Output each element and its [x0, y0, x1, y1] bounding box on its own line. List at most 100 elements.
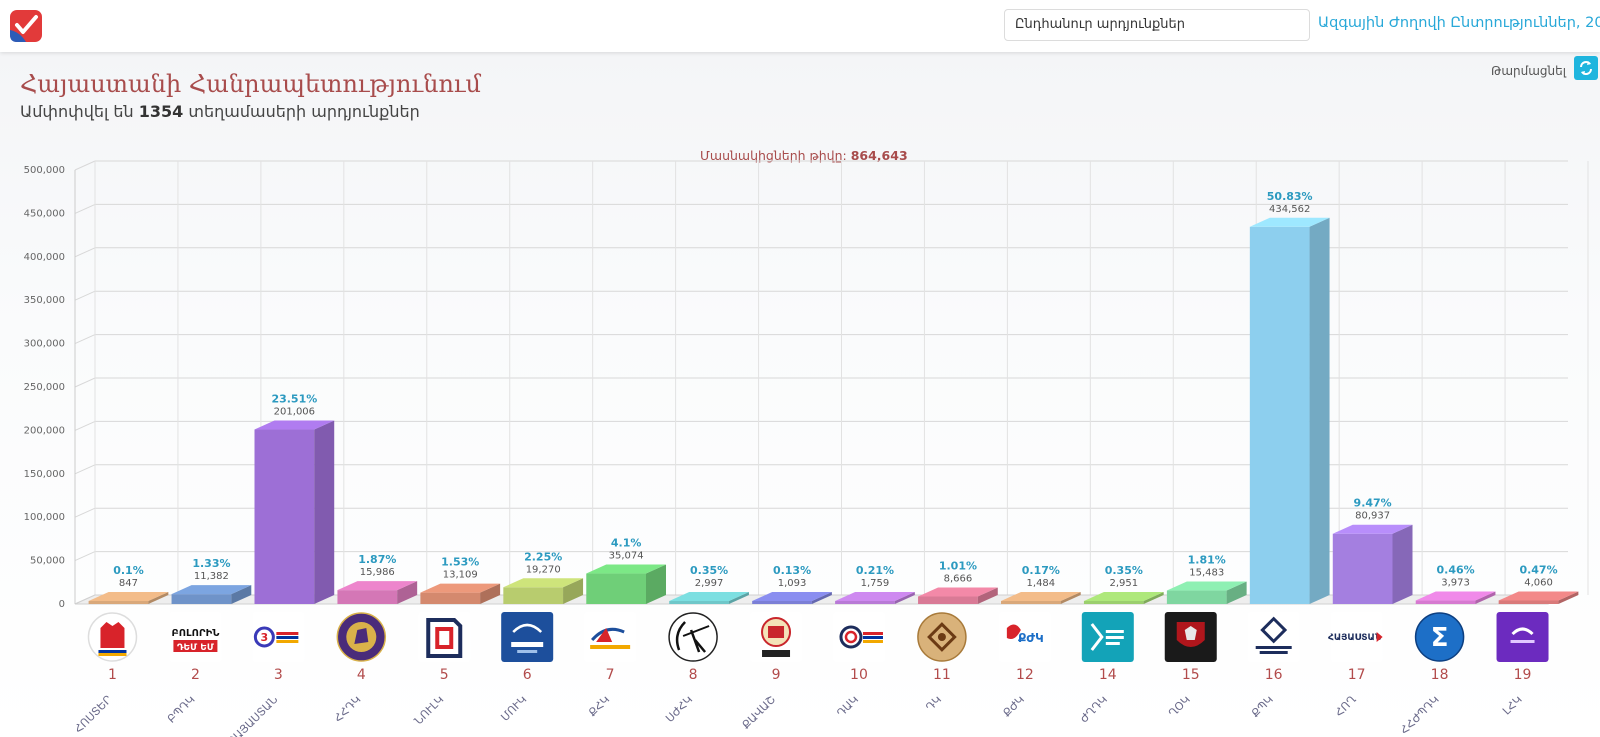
- party-abbr: ՂՕԿ: [1166, 693, 1193, 720]
- bar-top: [1249, 217, 1330, 227]
- bar-top: [337, 581, 418, 591]
- bar-top: [586, 564, 666, 574]
- refresh-button[interactable]: [1574, 56, 1598, 80]
- civil-contract-logo: [1247, 612, 1300, 662]
- logo-text-bar: [1105, 636, 1124, 639]
- bar-side: [894, 592, 915, 604]
- flag-stripe: [276, 632, 299, 635]
- y-tick-label: 300,000: [24, 339, 65, 350]
- flag-stripe: [862, 640, 883, 643]
- bar-value-label: 19,270: [526, 564, 561, 575]
- party-number: 17: [1348, 667, 1366, 683]
- bar-14: [1083, 592, 1164, 604]
- bar-top: [1083, 592, 1164, 601]
- bar-front: [1415, 600, 1476, 604]
- bar-front: [669, 601, 729, 604]
- bar-value-label: 1,484: [1027, 578, 1056, 589]
- grid-diagonal: [74, 420, 96, 431]
- y-tick-label: 100,000: [24, 512, 65, 523]
- bar-front: [1083, 601, 1144, 604]
- teal-logo: [1081, 612, 1134, 662]
- page-title: Հայաստանի Հանրապետությունում: [20, 70, 481, 98]
- party-abbr: ՀՈՍՏԵՐ: [72, 693, 115, 736]
- wave-logo: [584, 612, 637, 662]
- logo-wing: [512, 623, 543, 633]
- party-abbr: ՄՈՒԿ: [498, 693, 529, 724]
- bar-7: [586, 564, 666, 604]
- logo-bg: [998, 612, 1051, 662]
- logo-frame: [426, 618, 463, 658]
- party-number: 15: [1182, 667, 1200, 683]
- red-crest-logo: [1164, 612, 1217, 662]
- bar-value-label: 35,074: [609, 551, 644, 562]
- grid-diagonal: [74, 247, 96, 258]
- bar-2: [171, 585, 252, 604]
- bar-percent-label: 2.25%: [524, 550, 562, 563]
- logo-text: ՀԱՅԱՍՏԱՆ: [1328, 633, 1382, 643]
- party-abbr: ՀՀԺՊԴԿ: [1398, 693, 1442, 737]
- party-abbr: ՆՈՒԼԿ: [412, 693, 447, 728]
- party-number: 11: [933, 667, 951, 683]
- archer-logo: [668, 612, 718, 662]
- arrow-shape: [682, 625, 710, 637]
- app-logo[interactable]: [10, 10, 42, 42]
- bar-value-label: 4,060: [1524, 577, 1553, 588]
- bar-value-label: 2,951: [1109, 578, 1138, 589]
- bar-8: [669, 592, 749, 604]
- bar-percent-label: 23.51%: [271, 393, 317, 406]
- bar-front: [420, 592, 481, 604]
- y-tick-label: 500,000: [24, 165, 65, 176]
- bar-percent-label: 50.83%: [1267, 190, 1313, 203]
- flag-stripe: [276, 636, 299, 639]
- bar-value-label: 80,937: [1355, 511, 1390, 522]
- bar-front: [254, 429, 315, 604]
- party-abbr: ՀՀԴԿ: [332, 693, 364, 725]
- bar-9: [752, 592, 832, 604]
- bar-side: [977, 587, 998, 604]
- bar-percent-label: 1.87%: [358, 553, 396, 566]
- party-abbr: ԺՂԴԿ: [1077, 693, 1109, 725]
- y-tick-label: 200,000: [24, 425, 65, 436]
- spiral-ring: [844, 630, 858, 644]
- y-tick-label: 150,000: [24, 469, 65, 480]
- party-abbr: ՀԱՅԱՍՏԱՆ: [225, 693, 280, 737]
- bar-side: [1060, 592, 1081, 604]
- three-logo: 3: [252, 612, 305, 662]
- y-tick-label: 250,000: [24, 382, 65, 393]
- bar-side: [811, 592, 832, 604]
- bar-value-label: 847: [119, 578, 138, 589]
- logo-bg: [1330, 612, 1383, 662]
- results-select[interactable]: Ընդհանուր արդյունքներ: [1004, 9, 1310, 41]
- logo-text-bar: [1255, 646, 1292, 649]
- top-bar: Ընդհանուր արդյունքներ Ազգային Ժողովի Ընտ…: [0, 0, 1600, 52]
- bow-shape: [675, 621, 686, 651]
- logo-diamond: [1260, 616, 1288, 644]
- bar-value-label: 15,986: [360, 567, 395, 578]
- participants-count: Մասնակիցների թիվը: 864,643: [700, 148, 908, 163]
- bar-front: [1249, 226, 1310, 605]
- spiral-ring: [839, 625, 863, 649]
- election-title-link[interactable]: Ազգային Ժողովի Ընտրություններ, 2026: [1318, 15, 1600, 31]
- party-number: 12: [1016, 667, 1034, 683]
- bar-top: [1166, 581, 1247, 591]
- bar-percent-label: 1.01%: [939, 559, 977, 572]
- purple-logo: [1496, 612, 1549, 662]
- bar-side: [314, 420, 335, 604]
- bar-top: [254, 420, 335, 430]
- party-number: 18: [1431, 667, 1449, 683]
- party-number: 10: [850, 667, 868, 683]
- bar-front: [1166, 590, 1227, 604]
- flag-stripe: [98, 653, 127, 656]
- flag-stripe: [276, 640, 299, 643]
- refresh-label[interactable]: Թարմացնել: [1491, 64, 1566, 78]
- bar-side: [1475, 591, 1496, 604]
- bar-front: [835, 601, 895, 604]
- bar-percent-label: 9.47%: [1354, 497, 1392, 510]
- grid-diagonal: [74, 551, 96, 562]
- logo-bg: [584, 612, 637, 662]
- logo-bg: [832, 612, 885, 662]
- flag-stripe: [862, 636, 883, 639]
- bar-15: [1166, 581, 1247, 604]
- grid-diagonal: [74, 507, 96, 518]
- bar-side: [480, 583, 501, 604]
